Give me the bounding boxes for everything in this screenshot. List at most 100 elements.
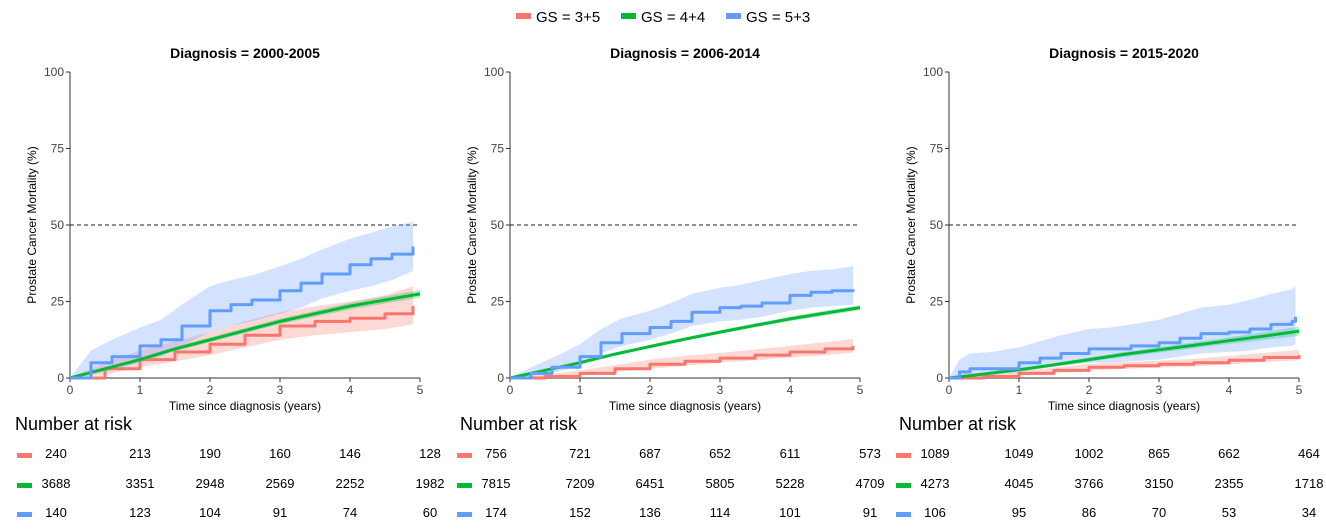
- risk-value: 3766: [1075, 476, 1104, 491]
- risk-value: 160: [269, 446, 291, 461]
- legend-key-3: [726, 13, 741, 19]
- risk-value: 687: [639, 446, 661, 461]
- risk-row-key-3: [457, 512, 472, 517]
- risk-value: 34: [1302, 505, 1316, 520]
- y-tick-label: 75: [930, 142, 944, 156]
- x-tick-label: 2: [647, 383, 654, 397]
- risk-value: 464: [1298, 446, 1320, 461]
- risk-table-title: Number at risk: [899, 414, 1017, 434]
- risk-value: 53: [1222, 505, 1236, 520]
- risk-row-key-3: [896, 512, 911, 517]
- ci-band-series-3: [70, 221, 413, 378]
- risk-value: 2355: [1215, 476, 1244, 491]
- legend-key-1: [516, 13, 531, 19]
- risk-value: 123: [129, 505, 151, 520]
- x-tick-label: 5: [857, 383, 864, 397]
- ci-band-series-3: [949, 286, 1296, 378]
- risk-value: 140: [45, 505, 67, 520]
- risk-value: 1982: [416, 476, 445, 491]
- y-axis-label: Prostate Cancer Mortality (%): [25, 146, 39, 303]
- legend: GS = 3+5 GS = 4+4 GS = 5+3: [516, 9, 810, 26]
- panel-title: Diagnosis = 2006-2014: [610, 45, 760, 61]
- risk-value: 86: [1082, 505, 1096, 520]
- x-axis-label: Time since diagnosis (years): [609, 399, 761, 413]
- x-tick-label: 4: [787, 383, 794, 397]
- risk-value: 136: [639, 505, 661, 520]
- x-tick-label: 0: [507, 383, 514, 397]
- risk-row-key-1: [17, 453, 32, 458]
- y-tick-label: 75: [51, 142, 65, 156]
- risk-value: 6451: [636, 476, 665, 491]
- risk-value: 95: [1012, 505, 1026, 520]
- line-series-3: [510, 289, 855, 380]
- panel-title: Diagnosis = 2000-2005: [170, 45, 320, 61]
- risk-value: 652: [709, 446, 731, 461]
- risk-value: 213: [129, 446, 151, 461]
- risk-value: 114: [710, 505, 731, 520]
- risk-value: 1718: [1295, 476, 1324, 491]
- risk-row-key-3: [17, 512, 32, 517]
- risk-value: 146: [339, 446, 361, 461]
- legend-label-2: GS = 4+4: [641, 9, 705, 26]
- ci-band-series-2: [70, 289, 420, 378]
- legend-label-1: GS = 3+5: [536, 9, 600, 26]
- x-tick-label: 3: [277, 383, 284, 397]
- line-series-1: [70, 306, 415, 380]
- x-axis-label: Time since diagnosis (years): [169, 399, 321, 413]
- risk-value: 240: [45, 446, 67, 461]
- risk-value: 101: [779, 505, 801, 520]
- risk-value: 106: [924, 505, 946, 520]
- y-tick-label: 0: [57, 371, 64, 385]
- ci-band-series-1: [949, 349, 1299, 378]
- x-tick-label: 4: [1226, 383, 1233, 397]
- y-tick-label: 100: [44, 65, 64, 79]
- x-axis-label: Time since diagnosis (years): [1048, 399, 1200, 413]
- y-tick-label: 50: [491, 218, 505, 232]
- legend-label-3: GS = 5+3: [746, 9, 810, 26]
- x-tick-label: 3: [717, 383, 724, 397]
- line-series-1: [949, 355, 1301, 380]
- risk-value: 4273: [921, 476, 950, 491]
- y-tick-label: 100: [923, 65, 943, 79]
- risk-value: 128: [419, 446, 441, 461]
- risk-value: 721: [569, 446, 591, 461]
- panel-title: Diagnosis = 2015-2020: [1049, 45, 1199, 61]
- risk-value: 2948: [196, 476, 225, 491]
- y-tick-label: 50: [930, 218, 944, 232]
- risk-value: 70: [1152, 505, 1166, 520]
- risk-value: 7209: [566, 476, 595, 491]
- y-axis-label: Prostate Cancer Mortality (%): [465, 146, 479, 303]
- y-tick-label: 0: [497, 371, 504, 385]
- y-axis-label: Prostate Cancer Mortality (%): [904, 146, 918, 303]
- y-tick-label: 100: [484, 65, 504, 79]
- risk-value: 4709: [856, 476, 885, 491]
- y-tick-label: 25: [491, 295, 505, 309]
- risk-value: 3688: [42, 476, 71, 491]
- risk-row-key-1: [457, 453, 472, 458]
- x-tick-label: 5: [417, 383, 424, 397]
- ci-band-series-1: [510, 339, 853, 378]
- risk-value: 573: [859, 446, 881, 461]
- line-series-2: [69, 292, 421, 380]
- risk-value: 190: [199, 446, 221, 461]
- y-tick-label: 75: [491, 142, 505, 156]
- y-tick-label: 25: [51, 295, 65, 309]
- risk-table-title: Number at risk: [460, 414, 578, 434]
- x-tick-label: 1: [1016, 383, 1023, 397]
- risk-row-key-2: [17, 483, 32, 488]
- x-tick-label: 0: [946, 383, 953, 397]
- risk-value: 865: [1148, 446, 1170, 461]
- y-tick-label: 50: [51, 218, 65, 232]
- risk-value: 756: [485, 446, 507, 461]
- risk-value: 5805: [706, 476, 735, 491]
- risk-value: 3351: [126, 476, 155, 491]
- line-series-3: [949, 316, 1297, 380]
- risk-value: 152: [569, 505, 591, 520]
- risk-value: 1049: [1005, 446, 1034, 461]
- risk-row-key-1: [896, 453, 911, 458]
- x-tick-label: 4: [347, 383, 354, 397]
